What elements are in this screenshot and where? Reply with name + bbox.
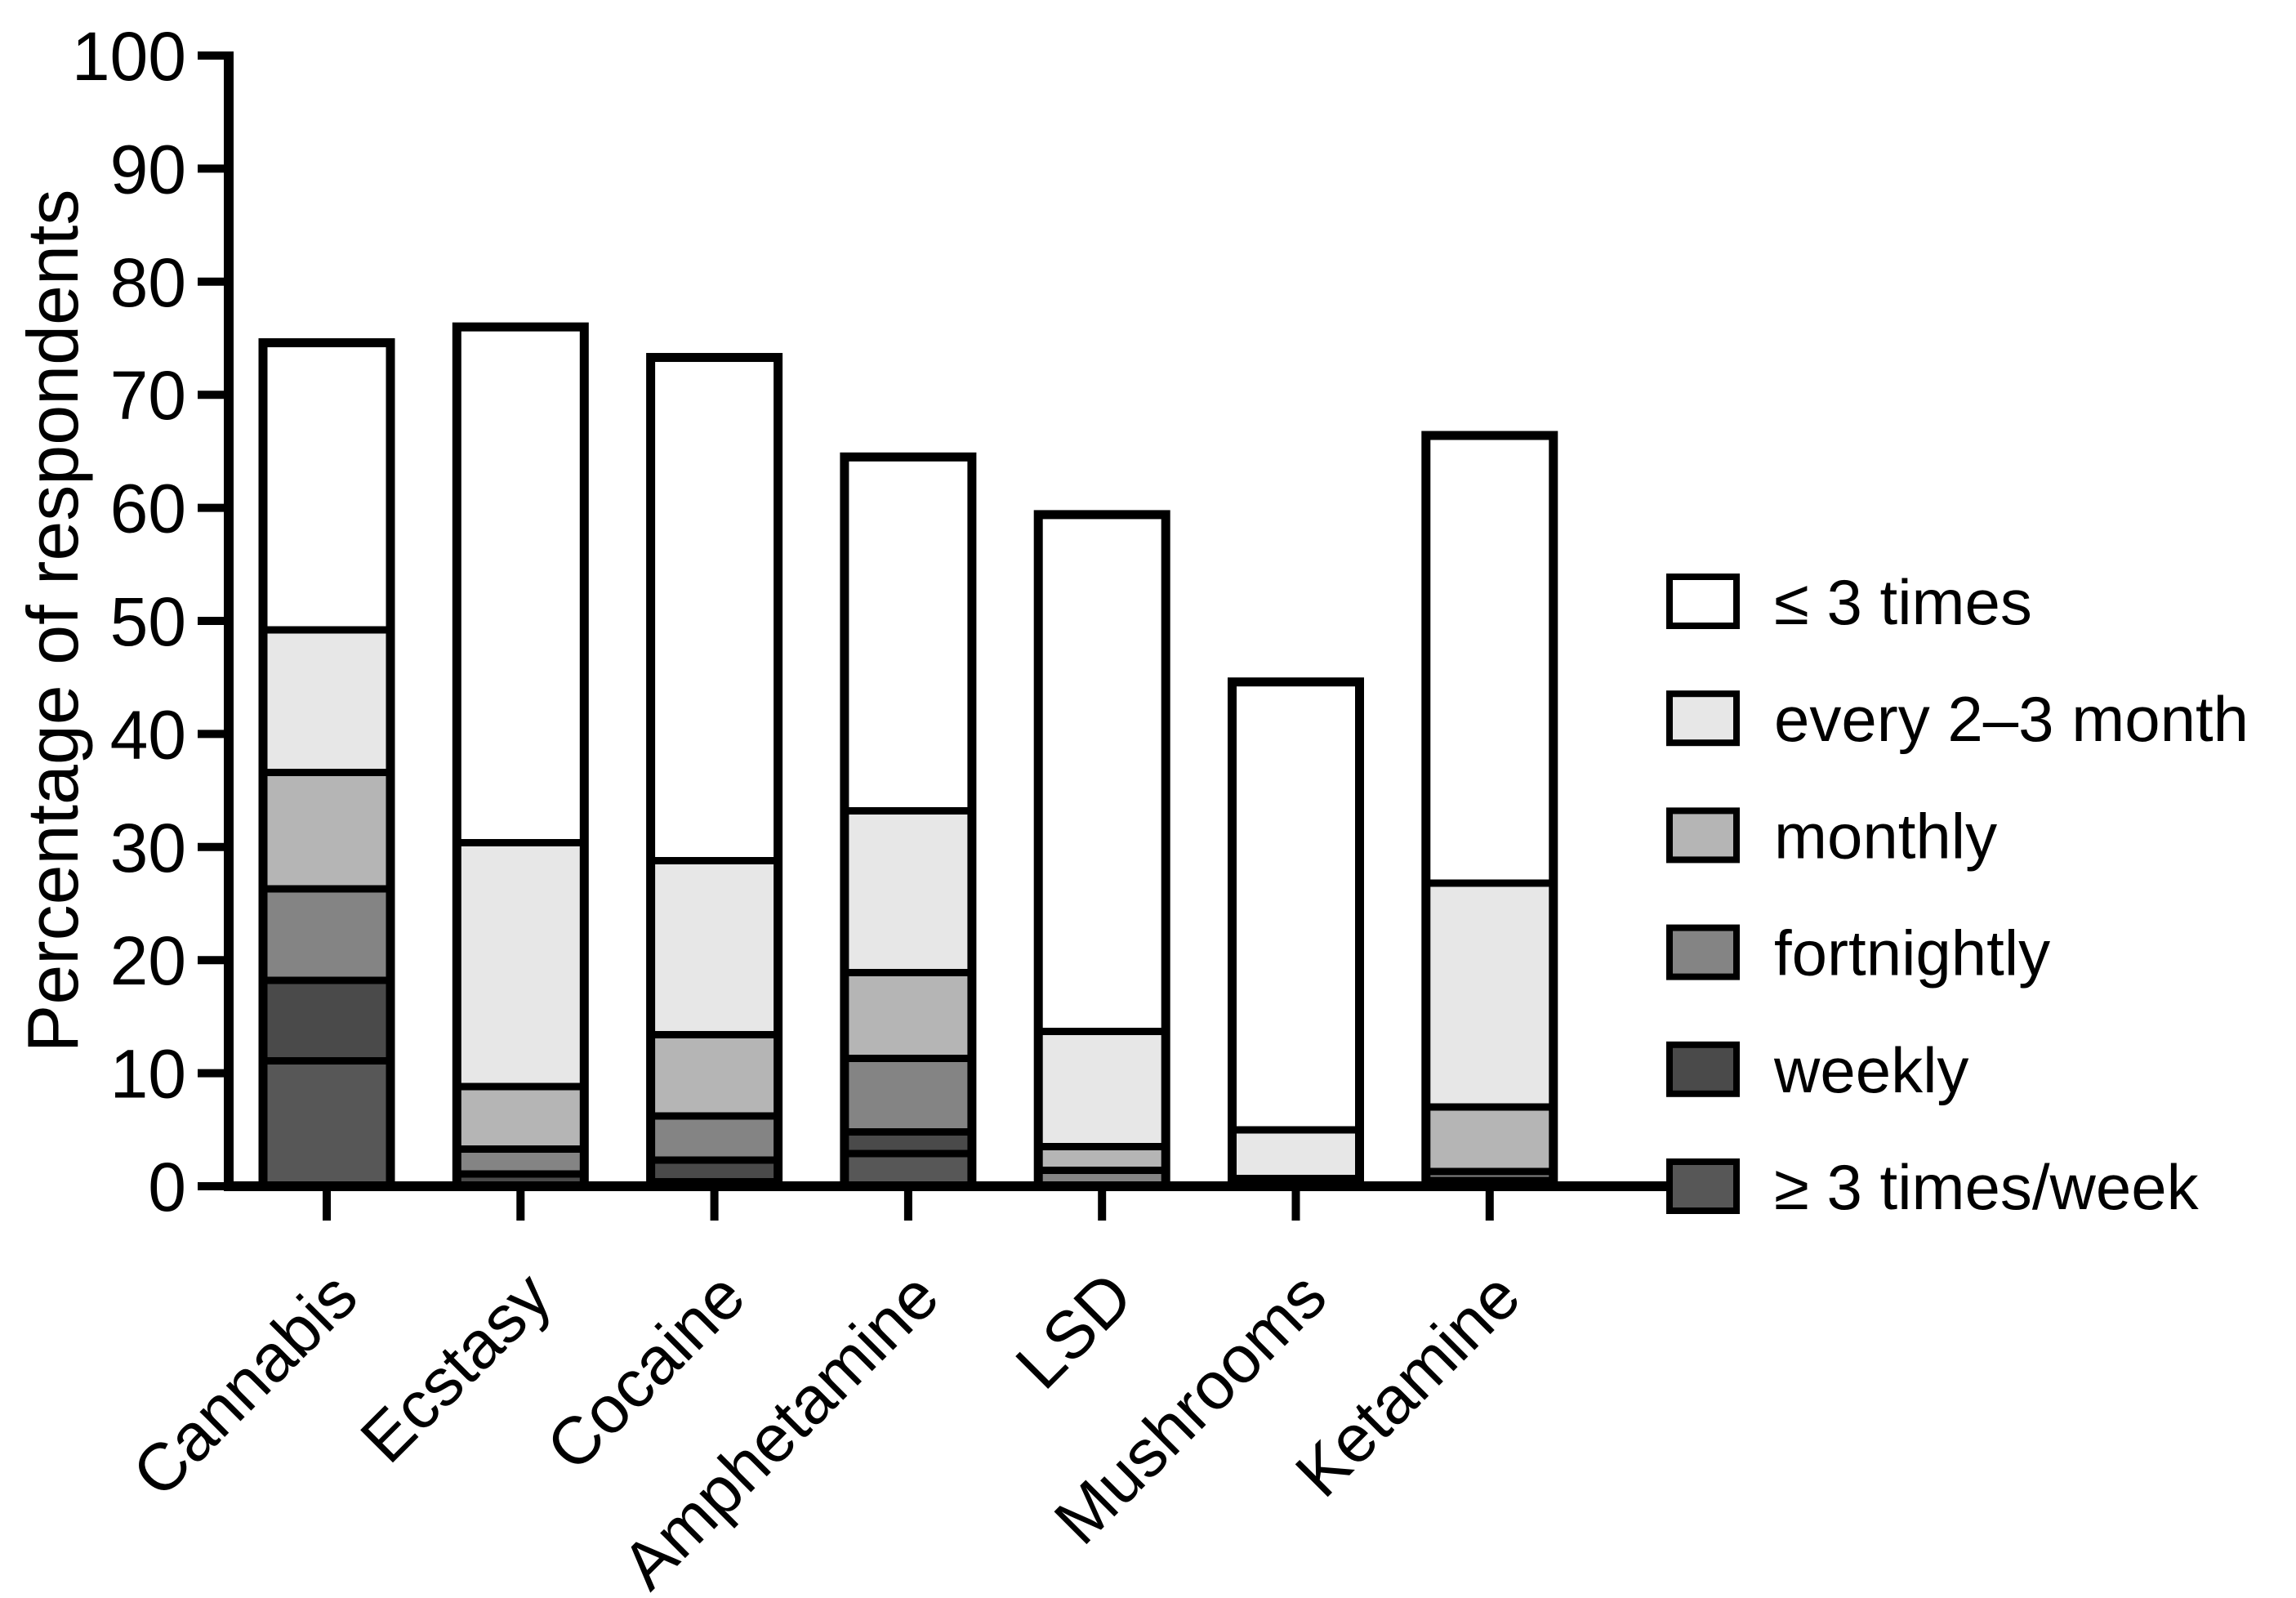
legend-label-5: ≥ 3 times/week — [1774, 1151, 2200, 1223]
legend-label-1: every 2–3 month — [1774, 683, 2249, 755]
y-tick-label-40: 40 — [110, 696, 186, 773]
legend-swatch-2 — [1666, 807, 1740, 864]
legend-label-0: ≤ 3 times — [1774, 566, 2032, 638]
bar-cannabis-segment — [259, 768, 395, 893]
bar-ecstasy-segment — [453, 1082, 588, 1153]
y-tick-label-50: 50 — [110, 583, 186, 660]
legend-swatch-3 — [1666, 924, 1740, 980]
bar-lsd-segment — [1034, 511, 1170, 1035]
y-axis-title: Percentage of respondents — [12, 190, 93, 1053]
bar-amphetamine-segment — [840, 453, 976, 815]
bar-cocaine-segment — [647, 1112, 782, 1164]
bar-cannabis-segment — [259, 339, 395, 634]
x-label-lsd: LSD — [1002, 1258, 1147, 1403]
legend-swatch-5 — [1666, 1158, 1740, 1214]
legend-swatch-0 — [1666, 574, 1740, 629]
bar-ecstasy-segment — [453, 323, 588, 846]
legend-swatch-1 — [1666, 690, 1740, 747]
y-tick-label-80: 80 — [110, 244, 186, 321]
bar-ketamine-segment — [1422, 1103, 1558, 1176]
y-tick-label-10: 10 — [110, 1036, 186, 1113]
bar-ecstasy-segment — [453, 838, 588, 1091]
y-tick-label-70: 70 — [110, 357, 186, 434]
y-axis-ticks: 0 10 20 30 40 50 60 70 80 90 100 — [72, 18, 229, 1225]
bar-amphetamine-segment — [840, 968, 976, 1063]
y-tick-label-30: 30 — [110, 810, 186, 886]
bar-cannabis-segment — [259, 885, 395, 984]
legend-swatch-4 — [1666, 1041, 1740, 1097]
axes — [224, 51, 1703, 1191]
legend-label-2: monthly — [1774, 800, 1997, 872]
bar-cocaine-segment — [647, 1031, 782, 1120]
bar-ecstasy-segment — [453, 1145, 588, 1178]
bar-cannabis-segment — [259, 1056, 395, 1190]
bars — [258, 322, 1558, 1191]
bar-amphetamine-segment — [840, 1055, 976, 1136]
bar-cannabis-segment — [259, 626, 395, 776]
bar-cocaine-segment — [647, 354, 782, 864]
bar-mushrooms-segment — [1228, 1126, 1363, 1182]
bar-amphetamine-segment — [840, 1149, 976, 1190]
bar-lsd-segment — [1034, 1027, 1170, 1151]
y-tick-label-20: 20 — [110, 922, 186, 999]
bar-cocaine-segment — [647, 856, 782, 1039]
y-tick-label-100: 100 — [72, 18, 186, 95]
bar-ketamine-segment — [1422, 431, 1558, 887]
legend-label-4: weekly — [1773, 1034, 1968, 1106]
y-tick-label-90: 90 — [110, 131, 186, 208]
x-label-cannabis: Cannabis — [118, 1258, 371, 1511]
bar-mushrooms-segment — [1228, 678, 1363, 1134]
legend: ≤ 3 times every 2–3 month monthly fortnight… — [1666, 566, 2249, 1223]
legend-label-3: fortnightly — [1774, 917, 2050, 989]
y-tick-label-60: 60 — [110, 471, 186, 547]
x-label-ecstasy: Ecstasy — [347, 1258, 565, 1476]
y-tick-label-0: 0 — [148, 1149, 186, 1225]
bar-amphetamine-segment — [840, 807, 976, 976]
bar-ketamine-segment — [1422, 879, 1558, 1111]
bar-cannabis-segment — [259, 976, 395, 1065]
